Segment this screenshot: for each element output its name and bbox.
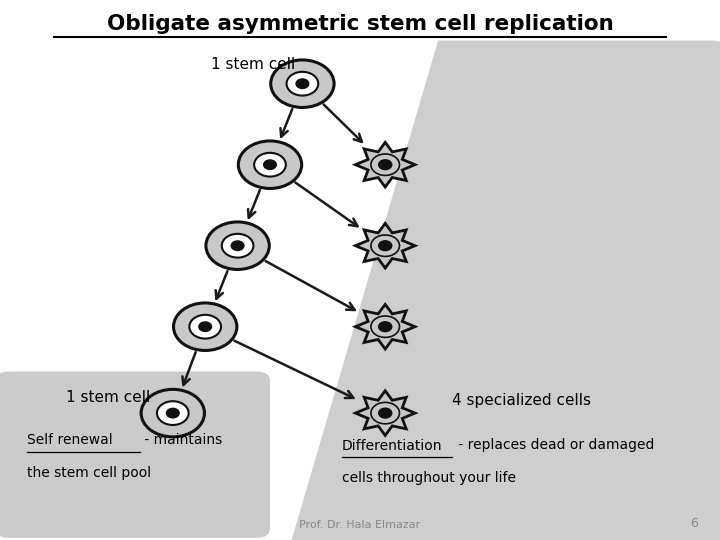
Circle shape xyxy=(254,153,286,177)
Polygon shape xyxy=(0,0,450,540)
Polygon shape xyxy=(356,391,415,435)
Circle shape xyxy=(206,222,269,269)
Text: Self renewal: Self renewal xyxy=(27,433,113,447)
Circle shape xyxy=(379,322,392,332)
Text: Prof. Dr. Hala Elmazar: Prof. Dr. Hala Elmazar xyxy=(300,520,420,530)
Text: 1 stem cell: 1 stem cell xyxy=(211,57,296,72)
Text: - maintains: - maintains xyxy=(140,433,222,447)
Text: - replaces dead or damaged: - replaces dead or damaged xyxy=(454,438,654,453)
Text: cells throughout your life: cells throughout your life xyxy=(342,471,516,485)
Circle shape xyxy=(141,389,204,437)
Circle shape xyxy=(222,234,253,258)
Circle shape xyxy=(238,141,302,188)
Circle shape xyxy=(271,60,334,107)
Circle shape xyxy=(379,408,392,418)
Text: the stem cell pool: the stem cell pool xyxy=(27,465,151,480)
Circle shape xyxy=(157,401,189,425)
Text: 4 specialized cells: 4 specialized cells xyxy=(452,393,591,408)
Circle shape xyxy=(379,241,392,251)
Circle shape xyxy=(264,160,276,170)
Circle shape xyxy=(166,408,179,418)
Circle shape xyxy=(199,322,212,332)
Text: 1 stem cell: 1 stem cell xyxy=(66,390,150,406)
Circle shape xyxy=(189,315,221,339)
Circle shape xyxy=(231,241,244,251)
Circle shape xyxy=(379,160,392,170)
Polygon shape xyxy=(356,224,415,268)
Polygon shape xyxy=(356,143,415,187)
Polygon shape xyxy=(356,305,415,349)
Circle shape xyxy=(287,72,318,96)
Text: Differentiation: Differentiation xyxy=(342,438,443,453)
FancyBboxPatch shape xyxy=(241,40,720,540)
FancyBboxPatch shape xyxy=(0,372,270,538)
Text: 6: 6 xyxy=(690,517,698,530)
Text: Obligate asymmetric stem cell replication: Obligate asymmetric stem cell replicatio… xyxy=(107,14,613,33)
Circle shape xyxy=(296,79,309,89)
Circle shape xyxy=(174,303,237,350)
